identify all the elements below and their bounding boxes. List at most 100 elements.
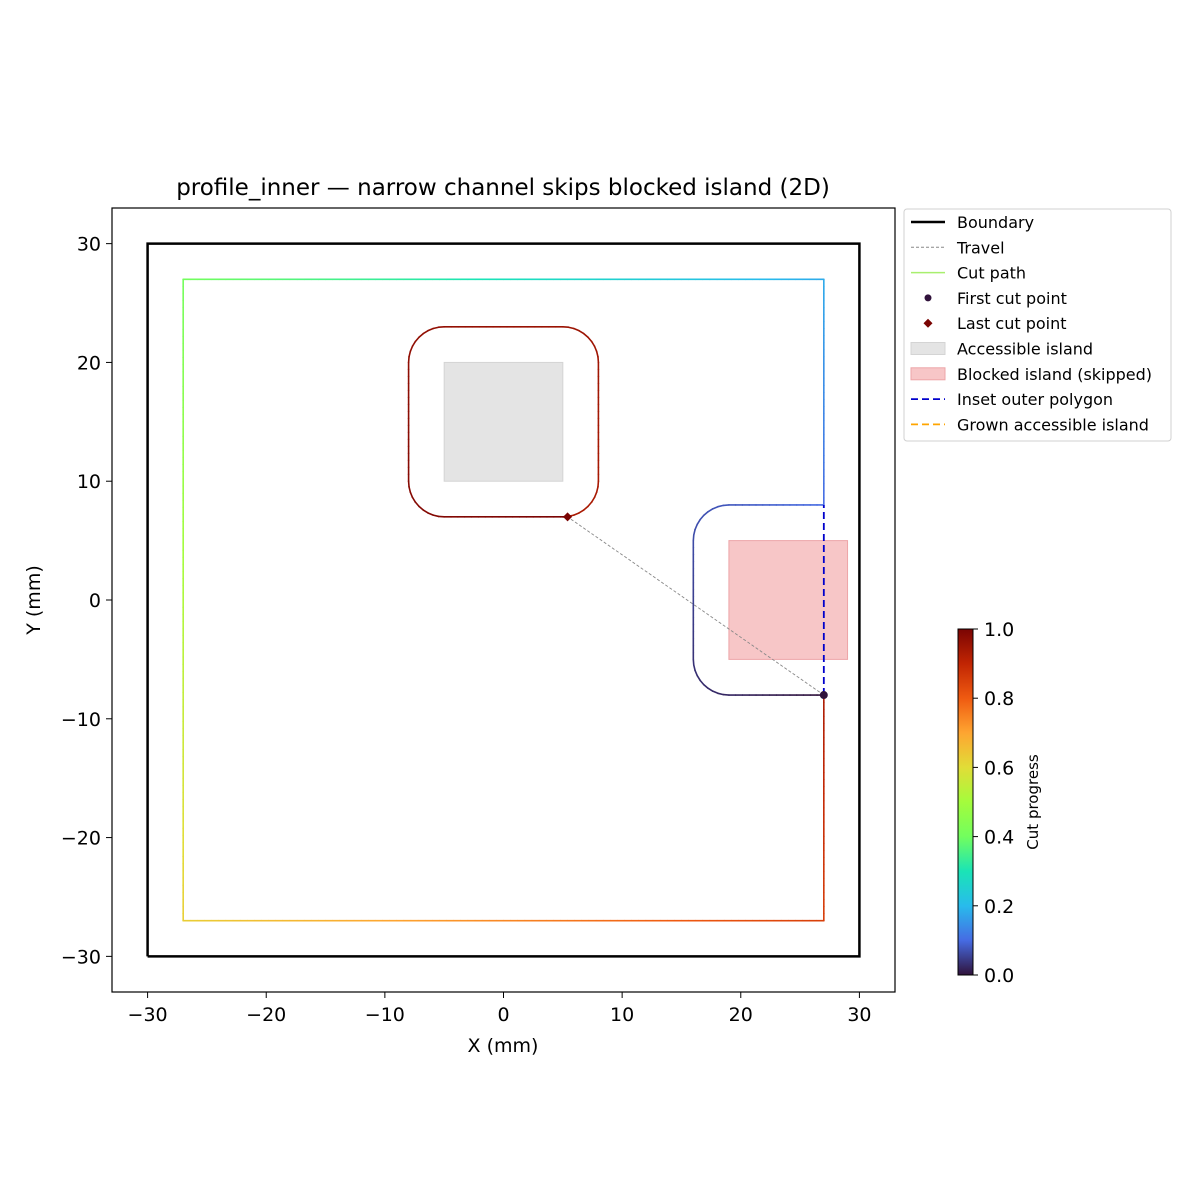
legend-label: Grown accessible island — [957, 415, 1149, 434]
colorbar-tick-label: 0.0 — [984, 965, 1014, 987]
legend-label: First cut point — [957, 289, 1067, 308]
colorbar-tick-label: 0.6 — [984, 757, 1014, 779]
legend-item: Blocked island (skipped) — [910, 365, 1152, 384]
colorbar: 0.0 0.2 0.4 0.6 0.8 1.0 Cut progress — [957, 619, 1042, 987]
x-tick-label: −30 — [128, 1004, 168, 1026]
travel-line — [567, 516, 825, 696]
cut-path-island-loop-piece — [422, 509, 429, 514]
cut-path-island-loop-piece — [408, 350, 412, 358]
legend-label: Travel — [956, 238, 1005, 257]
cut-path-island-loop — [407, 325, 600, 518]
colorbar-tick-label: 0.8 — [984, 688, 1014, 710]
cut-path-blocked-pocket-piece — [707, 687, 714, 692]
cut-path-blocked-pocket — [692, 504, 825, 696]
cut-path-island-loop-piece — [573, 512, 580, 516]
cut-path-island-loop-piece — [573, 327, 580, 332]
cut-path-island-loop-piece — [587, 336, 593, 343]
plot-area: −30 −20 −10 0 10 20 30 −30 −20 −10 0 10 20 30 — [61, 207, 896, 1026]
colorbar-tick-label: 1.0 — [984, 619, 1014, 641]
legend-label: Cut path — [957, 264, 1026, 283]
cut-path-island-loop-piece — [427, 327, 434, 332]
cut-path-blocked-pocket-piece — [702, 510, 709, 517]
y-tick-label: 20 — [77, 352, 101, 374]
cut-path-outer-frame — [182, 278, 825, 922]
x-tick-label: 30 — [847, 1004, 871, 1026]
cut-path-blocked-pocket-piece — [694, 669, 698, 677]
legend-swatch — [924, 294, 932, 302]
cut-path-blocked-pocket-piece — [696, 518, 701, 526]
cut-path-blocked-pocket-piece — [696, 674, 701, 682]
cut-path-island-loop-piece — [432, 326, 440, 330]
legend: Boundary Travel Cut path First cut point Las… — [903, 208, 1172, 442]
legend-item: Grown accessible island — [911, 415, 1149, 434]
blocked-island — [728, 540, 849, 660]
cut-path-blocked-pocket-piece — [702, 683, 709, 690]
colorbar-gradient — [957, 628, 974, 976]
y-tick-label: −10 — [61, 709, 101, 731]
cut-path-island-loop-piece — [409, 491, 414, 499]
cut-path-island-loop-piece — [595, 350, 599, 358]
last-cut-point — [563, 512, 573, 522]
x-tick-label: 10 — [610, 1004, 634, 1026]
legend-label: Inset outer polygon — [957, 390, 1113, 409]
x-tick-label: −10 — [365, 1004, 405, 1026]
legend-label: Blocked island (skipped) — [957, 365, 1152, 384]
x-axis-label: X (mm) — [468, 1035, 539, 1057]
legend-swatch — [910, 342, 946, 355]
legend-item: Boundary — [911, 213, 1034, 232]
y-tick-label: 0 — [89, 590, 101, 612]
cut-path-island-loop-piece — [578, 509, 585, 514]
cut-path-island-loop-piece — [422, 329, 429, 335]
y-tick-label: 10 — [77, 471, 101, 493]
colorbar-tick-label: 0.2 — [984, 896, 1014, 918]
cut-path-island-loop-piece — [590, 340, 596, 348]
legend-item: Last cut point — [923, 314, 1067, 333]
legend-swatch — [923, 318, 933, 328]
cut-path-island-loop-piece — [567, 326, 575, 330]
x-tick-label: 0 — [497, 1004, 509, 1026]
cut-path-blocked-pocket-piece — [694, 523, 698, 531]
cut-path-island-loop-piece — [593, 491, 598, 499]
colorbar-label: Cut progress — [1024, 754, 1042, 850]
legend-item: First cut point — [924, 289, 1067, 308]
y-tick-label: −30 — [61, 946, 101, 968]
cut-path-island-loop-piece — [418, 332, 425, 339]
colorbar-tick-label: 0.4 — [984, 827, 1014, 849]
cut-path-island-loop-piece — [414, 336, 420, 343]
y-tick-label: −20 — [61, 828, 101, 850]
cut-path-island-loop-piece — [595, 485, 599, 494]
cut-path-blocked-pocket-piece — [717, 692, 725, 696]
legend-swatch — [910, 367, 946, 381]
cut-path-island-loop-piece — [582, 332, 589, 339]
cut-path-island-loop-piece — [593, 345, 598, 353]
legend-label: Accessible island — [957, 340, 1093, 359]
legend-label: Last cut point — [957, 314, 1067, 333]
cut-path-island-loop-piece — [432, 514, 440, 518]
legend-item: Travel — [911, 238, 1005, 257]
cut-path-blocked-pocket-piece — [692, 664, 696, 672]
cut-path-island-loop-piece — [411, 496, 417, 503]
cut-path-island-loop-piece — [582, 505, 589, 511]
y-axis-label: Y (mm) — [23, 565, 45, 636]
x-tick-label: 20 — [729, 1004, 753, 1026]
boundary-line — [146, 242, 861, 958]
legend-box — [903, 208, 1172, 442]
cut-path-blocked-pocket-piece — [699, 514, 705, 521]
cut-path-island-loop-piece — [409, 345, 414, 353]
cut-path-island-loop-piece — [578, 329, 585, 335]
cut-path-island-loop-piece — [590, 496, 596, 503]
x-tick-label: −20 — [246, 1004, 286, 1026]
cut-path-island-loop-piece — [418, 505, 425, 511]
legend-item: Cut path — [911, 264, 1026, 283]
cut-path-island-loop-piece — [587, 501, 593, 508]
legend-label: Boundary — [957, 213, 1034, 232]
cut-path-island-loop-piece — [411, 340, 417, 348]
cut-path-blocked-pocket-piece — [711, 690, 719, 695]
first-cut-point — [819, 691, 828, 700]
cut-path-island-loop-piece — [427, 512, 434, 516]
cut-path-blocked-pocket-piece — [692, 528, 696, 536]
chart-title: profile_inner — narrow channel skips blo… — [176, 175, 830, 201]
cut-path-blocked-pocket-piece — [717, 504, 725, 508]
